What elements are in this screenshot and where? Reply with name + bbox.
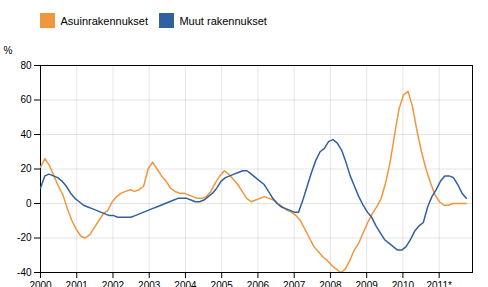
svg-text:2011*: 2011* xyxy=(426,279,452,287)
svg-text:2000: 2000 xyxy=(29,279,52,287)
svg-text:%: % xyxy=(4,44,13,55)
svg-text:2008: 2008 xyxy=(319,279,342,287)
svg-text:2002: 2002 xyxy=(102,279,125,287)
svg-text:-40: -40 xyxy=(17,266,32,277)
svg-text:2005: 2005 xyxy=(211,279,234,287)
svg-text:80: 80 xyxy=(20,59,32,70)
svg-text:2001: 2001 xyxy=(66,279,89,287)
svg-text:2010: 2010 xyxy=(392,279,415,287)
svg-text:2003: 2003 xyxy=(138,279,161,287)
svg-text:2009: 2009 xyxy=(356,279,379,287)
svg-text:2004: 2004 xyxy=(174,279,197,287)
html-text:Muut rakennukset: Muut rakennukset xyxy=(179,14,267,27)
svg-text:60: 60 xyxy=(20,94,32,105)
html-text:Asuinrakennukset: Asuinrakennukset xyxy=(60,14,148,27)
svg-text:0: 0 xyxy=(26,197,32,208)
svg-text:-20: -20 xyxy=(17,232,32,243)
svg-text:2006: 2006 xyxy=(247,279,270,287)
svg-text:40: 40 xyxy=(20,128,32,139)
svg-text:2007: 2007 xyxy=(283,279,306,287)
svg-text:20: 20 xyxy=(20,163,32,174)
